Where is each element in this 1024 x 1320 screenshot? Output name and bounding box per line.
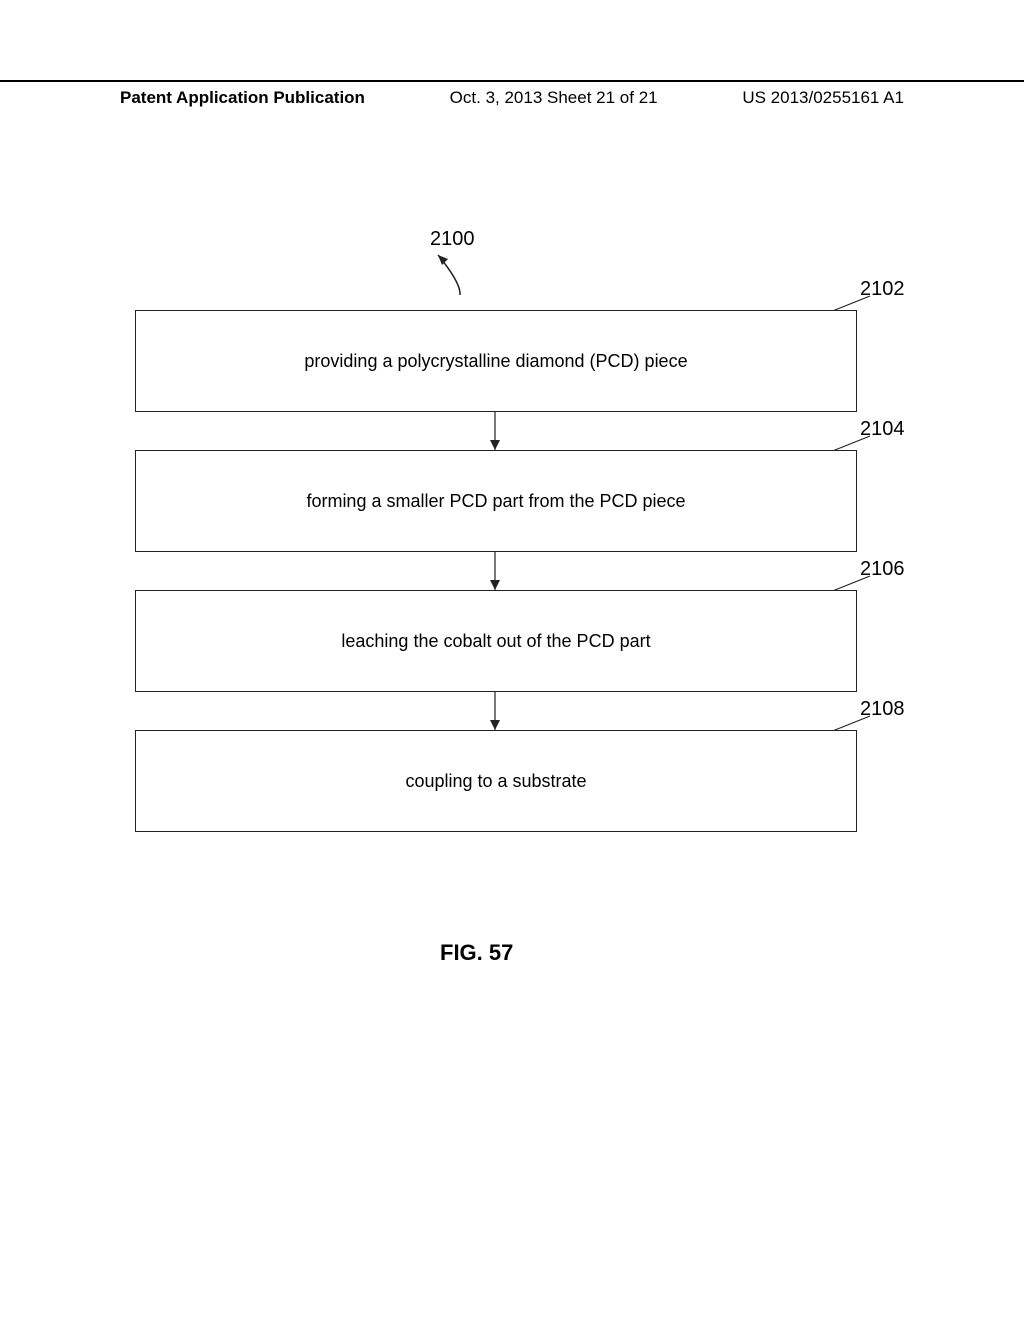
- flow-step-1: providing a polycrystalline diamond (PCD…: [135, 310, 857, 412]
- ref-2106: 2106: [860, 558, 905, 581]
- ref-2102: 2102: [860, 278, 905, 301]
- flow-step-2: forming a smaller PCD part from the PCD …: [135, 450, 857, 552]
- ref-2100: 2100: [430, 228, 475, 251]
- ref-2108: 2108: [860, 698, 905, 721]
- flow-step-3-text: leaching the cobalt out of the PCD part: [341, 631, 650, 652]
- flow-step-3: leaching the cobalt out of the PCD part: [135, 590, 857, 692]
- flow-step-4: coupling to a substrate: [135, 730, 857, 832]
- flow-step-1-text: providing a polycrystalline diamond (PCD…: [304, 351, 687, 372]
- flow-step-2-text: forming a smaller PCD part from the PCD …: [306, 491, 685, 512]
- figure-caption: FIG. 57: [440, 940, 513, 966]
- flow-step-4-text: coupling to a substrate: [405, 771, 586, 792]
- ref-2104: 2104: [860, 418, 905, 441]
